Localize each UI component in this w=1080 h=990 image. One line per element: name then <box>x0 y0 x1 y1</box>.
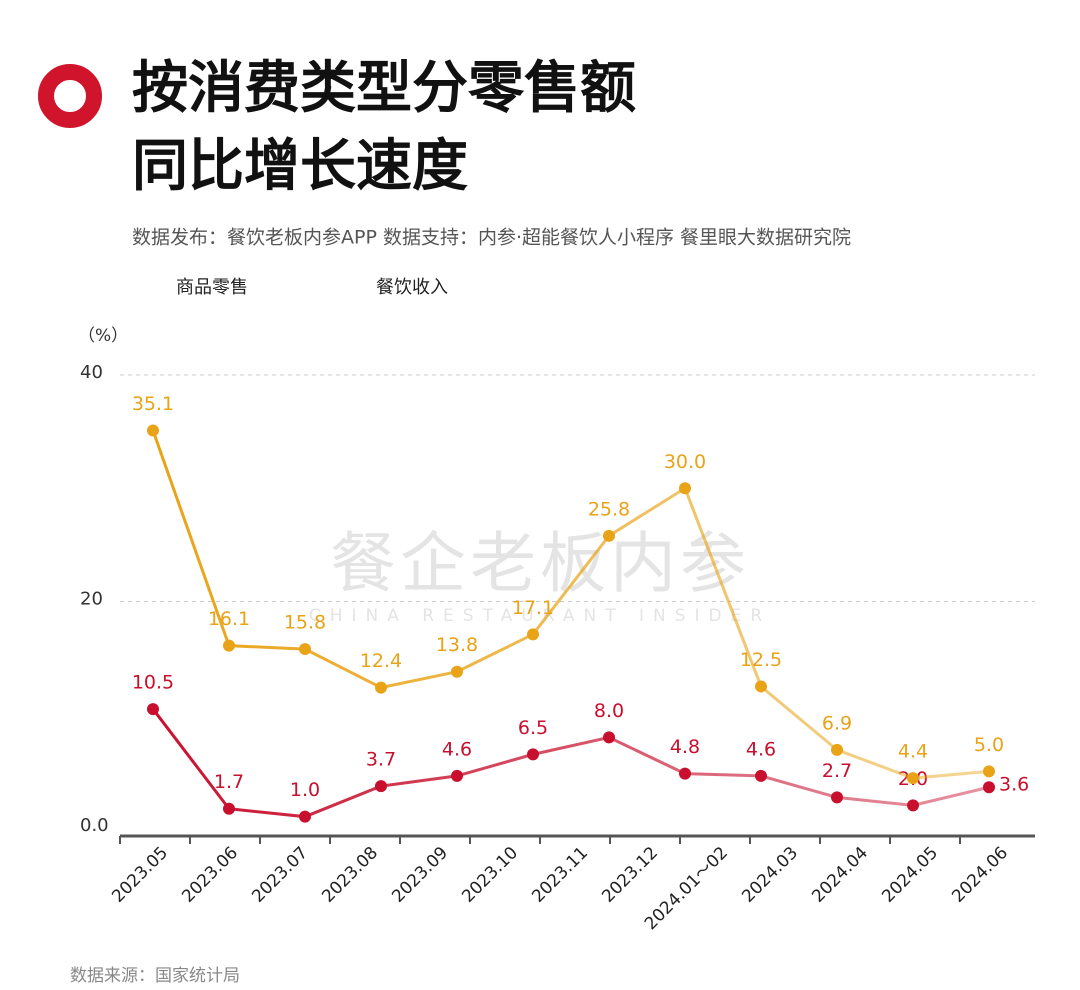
data-point <box>755 680 767 693</box>
data-label: 15.8 <box>284 612 326 634</box>
data-point <box>755 769 767 782</box>
x-tick-label: 2024.06 <box>948 843 1012 907</box>
data-label: 35.1 <box>132 393 174 415</box>
title-icon <box>38 64 102 128</box>
data-point <box>451 769 463 782</box>
x-tick-label: 2023.11 <box>528 843 592 907</box>
watermark: CHINA RESTAURANT INSIDER <box>309 606 771 626</box>
x-tick-label: 2024.04 <box>808 843 872 907</box>
data-label: 13.8 <box>436 634 478 656</box>
x-tick-label: 2024.05 <box>878 843 942 907</box>
data-point <box>299 810 311 823</box>
data-label: 12.5 <box>740 649 782 671</box>
data-label: 12.4 <box>360 650 402 672</box>
source: 数据来源：国家统计局 <box>70 966 240 986</box>
data-point <box>679 767 691 780</box>
y-tick-label: 40 <box>80 362 103 383</box>
y-axis-label: （%） <box>78 326 128 346</box>
data-label: 4.4 <box>898 741 928 763</box>
x-tick-label: 2023.08 <box>318 843 382 907</box>
data-point <box>527 748 539 761</box>
title: 按消费类型分零售额 <box>132 56 636 121</box>
data-label: 4.8 <box>670 736 700 758</box>
data-label: 1.7 <box>214 771 244 793</box>
data-label: 2.7 <box>822 760 852 782</box>
data-label: 16.1 <box>208 608 250 630</box>
data-label: 4.6 <box>442 738 472 760</box>
data-point <box>831 791 843 804</box>
data-point <box>299 643 311 656</box>
x-tick-label: 2023.10 <box>458 843 522 907</box>
data-point <box>831 743 843 756</box>
legend-label: 餐饮收入 <box>376 277 448 298</box>
subtitle: 数据发布：餐饮老板内参APP 数据支持：内参·超能餐饮人小程序 餐里眼大数据研究… <box>132 227 851 249</box>
data-point <box>907 799 919 812</box>
data-label: 3.7 <box>366 749 396 771</box>
data-label: 6.9 <box>822 712 852 734</box>
data-point <box>147 703 159 716</box>
data-point <box>451 665 463 678</box>
data-label: 3.6 <box>999 774 1029 796</box>
data-point <box>147 424 159 437</box>
data-point <box>527 628 539 641</box>
x-tick-label: 2023.09 <box>388 843 452 907</box>
x-tick-label: 2023.07 <box>248 843 312 907</box>
data-label: 4.6 <box>746 738 776 760</box>
data-point <box>983 765 995 778</box>
watermark: 餐企老板内参 <box>330 525 750 602</box>
data-point <box>907 772 919 785</box>
data-label: 10.5 <box>132 672 174 694</box>
y-tick-label: 20 <box>80 589 103 610</box>
y-tick-label: 0.0 <box>80 815 109 836</box>
data-point <box>983 781 995 794</box>
x-tick-label: 2023.12 <box>598 843 662 907</box>
data-label: 17.1 <box>512 597 554 619</box>
data-point <box>603 529 615 542</box>
x-tick-label: 2023.06 <box>178 843 242 907</box>
x-tick-label: 2024.03 <box>738 843 802 907</box>
data-point <box>603 731 615 744</box>
series-line <box>151 708 990 819</box>
data-label: 8.0 <box>594 700 624 722</box>
data-label: 1.0 <box>290 779 320 801</box>
data-label: 25.8 <box>588 498 630 520</box>
title: 同比增长速度 <box>132 134 468 199</box>
data-label: 6.5 <box>518 717 548 739</box>
data-point <box>375 681 387 694</box>
data-label: 30.0 <box>664 451 706 473</box>
data-point <box>223 639 235 652</box>
data-point <box>679 482 691 495</box>
x-tick-label: 2023.05 <box>108 843 172 907</box>
data-label: 5.0 <box>974 734 1004 756</box>
series-line <box>151 429 990 780</box>
legend-label: 商品零售 <box>176 277 248 298</box>
data-point <box>375 780 387 793</box>
data-point <box>223 802 235 815</box>
